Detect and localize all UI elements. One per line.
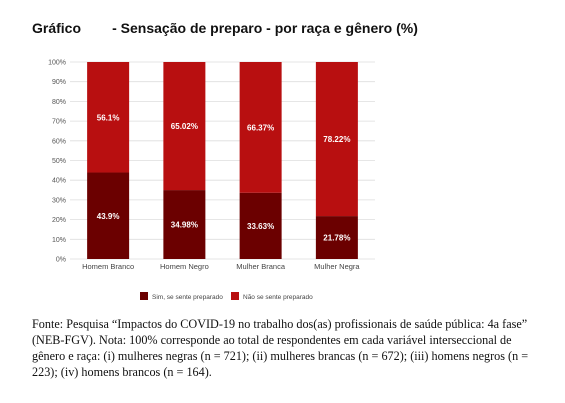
data-label: 65.02%: [171, 122, 198, 131]
data-label: 78.22%: [323, 135, 350, 144]
bar-segment: [163, 190, 206, 259]
y-tick-label: 50%: [52, 158, 66, 165]
source-note: Fonte: Pesquisa “Impactos do COVID-19 no…: [32, 317, 529, 379]
legend-swatch: [231, 292, 239, 300]
bar-segment: [87, 172, 130, 259]
legend-swatch: [140, 292, 148, 300]
bar-segment: [87, 62, 130, 173]
y-tick-label: 90%: [52, 79, 66, 86]
y-tick-label: 80%: [52, 99, 66, 106]
data-label: 56.1%: [97, 113, 120, 122]
x-tick-label: Mulher Branca: [236, 262, 286, 271]
data-label: 43.9%: [97, 212, 120, 221]
y-tick-label: 40%: [52, 178, 66, 185]
legend-label: Não se sente preparado: [243, 294, 313, 301]
x-tick-label: Mulher Negra: [314, 262, 360, 271]
y-tick-label: 60%: [52, 138, 66, 145]
y-tick-label: 70%: [52, 119, 66, 126]
bar-segment: [315, 216, 358, 259]
x-tick-label: Homem Negro: [160, 262, 209, 271]
bar-segment: [315, 62, 358, 217]
y-tick-label: 0%: [56, 257, 66, 264]
bar-segment: [163, 62, 206, 191]
y-tick-label: 100%: [48, 60, 66, 67]
data-label: 66.37%: [247, 123, 274, 132]
bar-segment: [239, 62, 282, 193]
data-label: 21.78%: [323, 234, 350, 243]
y-tick-label: 30%: [52, 197, 66, 204]
data-label: 33.63%: [247, 222, 274, 231]
data-label: 34.98%: [171, 221, 198, 230]
y-tick-label: 20%: [52, 217, 66, 224]
bar-segment: [239, 192, 282, 259]
y-tick-label: 10%: [52, 237, 66, 244]
stacked-bar-chart: 0% 10% 20% 30% 40% 50% 60% 70% 80% 90% 100% 43.9% 56…: [48, 60, 375, 301]
x-tick-label: Homem Branco: [82, 262, 134, 271]
chart-title: Gráfico - Sensação de preparo - por raça…: [32, 20, 418, 36]
legend-label: Sim, se sente preparado: [152, 294, 223, 301]
